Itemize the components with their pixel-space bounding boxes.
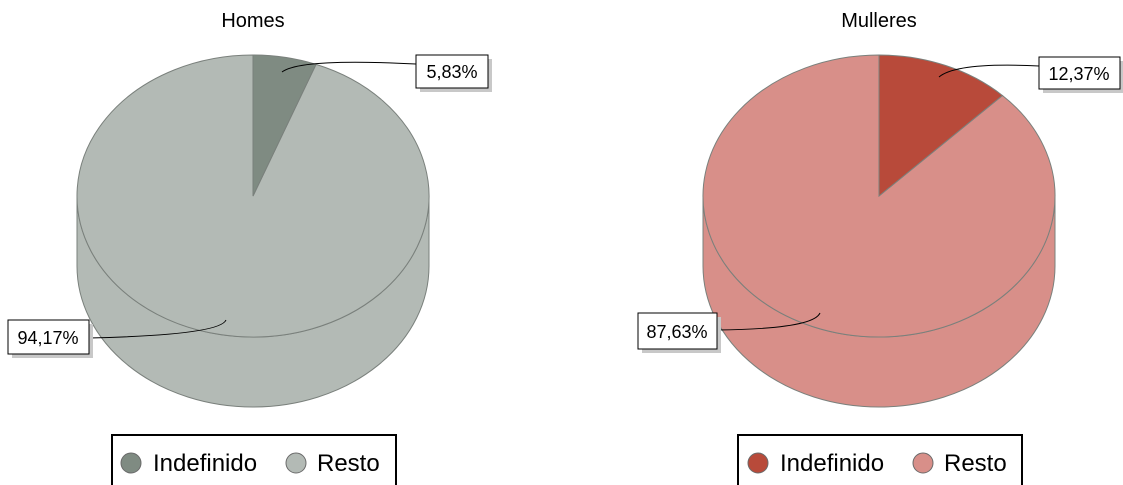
legend-label-indefinido: Indefinido xyxy=(780,450,884,477)
pie-chart-homes: Homes 5,83% 94,17% Indefinido Resto xyxy=(7,10,492,485)
leader-line xyxy=(88,319,227,339)
data-label-box xyxy=(415,54,489,89)
legend-label-indefinido: Indefinido xyxy=(153,450,257,477)
data-label-box xyxy=(1038,56,1121,90)
data-label-indefinido: 12,37% xyxy=(1048,64,1109,84)
pie-slice-indefinido xyxy=(252,54,317,197)
pie-chart-mulleres: Mulleres 12,37% 87,63% Indefinido Resto xyxy=(637,10,1123,485)
legend-swatch-indefinido xyxy=(120,452,142,474)
legend: Indefinido Resto xyxy=(111,434,397,485)
legend-box xyxy=(737,434,1023,485)
legend-swatch-indefinido xyxy=(747,452,769,474)
leader-line xyxy=(281,61,417,73)
chart-title: Homes xyxy=(221,10,284,32)
data-label-box xyxy=(637,312,718,350)
legend-swatch-resto xyxy=(285,452,307,474)
legend-label-resto: Resto xyxy=(944,450,1007,477)
data-label-box xyxy=(7,319,90,355)
legend-box xyxy=(111,434,397,485)
legend-swatch-resto xyxy=(912,452,934,474)
leader-line xyxy=(938,64,1040,78)
chart-title: Mulleres xyxy=(841,10,917,32)
legend: Indefinido Resto xyxy=(737,434,1023,485)
pie-slice-indefinido xyxy=(878,54,1004,198)
leader-line xyxy=(716,312,821,331)
data-label-indefinido: 5,83% xyxy=(426,62,477,82)
data-label-resto: 87,63% xyxy=(646,322,707,342)
data-label-resto: 94,17% xyxy=(17,328,78,348)
legend-label-resto: Resto xyxy=(317,450,380,477)
